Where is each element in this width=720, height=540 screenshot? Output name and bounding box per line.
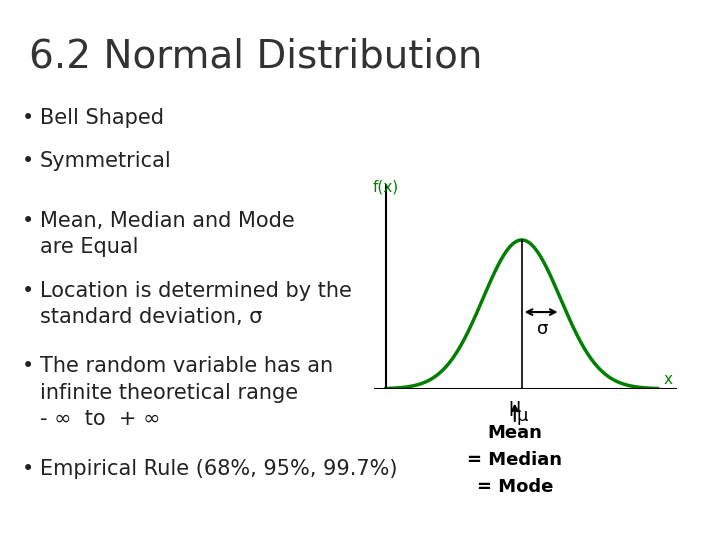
- Text: Symmetrical: Symmetrical: [40, 151, 171, 171]
- Text: •: •: [22, 356, 34, 376]
- Text: •: •: [22, 281, 34, 301]
- Text: f(x): f(x): [373, 180, 399, 195]
- Text: •: •: [22, 211, 34, 231]
- Text: •: •: [22, 151, 34, 171]
- Text: Bell Shaped: Bell Shaped: [40, 108, 163, 128]
- Text: = Mode: = Mode: [477, 478, 553, 496]
- Text: Mean, Median and Mode
are Equal: Mean, Median and Mode are Equal: [40, 211, 294, 257]
- Text: x: x: [664, 372, 673, 387]
- Text: •: •: [22, 108, 34, 128]
- Text: Mean: Mean: [487, 424, 542, 442]
- Text: = Median: = Median: [467, 451, 562, 469]
- Text: Empirical Rule (68%, 95%, 99.7%): Empirical Rule (68%, 95%, 99.7%): [40, 459, 397, 479]
- Text: •: •: [22, 459, 34, 479]
- Text: μ: μ: [516, 408, 528, 426]
- Text: μ: μ: [508, 397, 521, 416]
- Text: The random variable has an
infinite theoretical range
- ∞  to  + ∞: The random variable has an infinite theo…: [40, 356, 333, 429]
- Text: 6.2 Normal Distribution: 6.2 Normal Distribution: [29, 38, 482, 76]
- Text: σ: σ: [537, 320, 549, 338]
- Text: Location is determined by the
standard deviation, σ: Location is determined by the standard d…: [40, 281, 351, 327]
